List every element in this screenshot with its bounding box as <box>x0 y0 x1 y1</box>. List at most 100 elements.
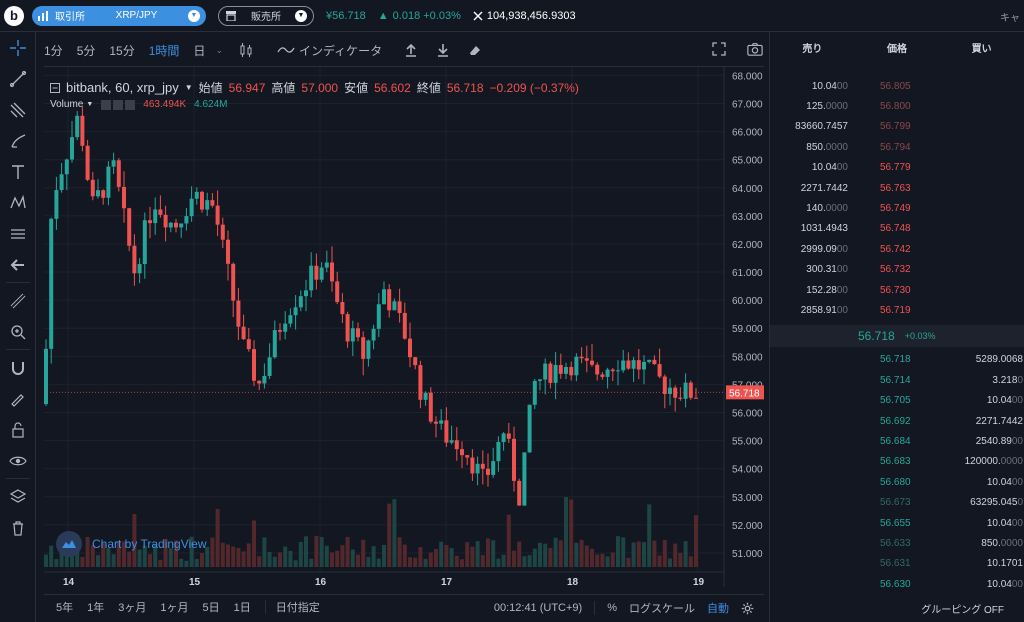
arrow-left-icon <box>10 258 24 271</box>
interval-1m[interactable]: 1分 <box>44 43 63 58</box>
range-1d[interactable]: 1日 <box>233 601 251 614</box>
orderbook-row[interactable]: 56.714 3.2180 <box>770 370 1024 390</box>
orderbook-row[interactable]: 300.3100 56.732 <box>770 260 1024 280</box>
interval-day-dropdown[interactable]: 日 ⌄ <box>193 42 223 59</box>
top-right-text[interactable]: キャ <box>1000 13 1020 24</box>
close-icon[interactable] <box>125 99 136 110</box>
range-1y[interactable]: 1年 <box>87 601 105 614</box>
auto-scale-toggle[interactable]: 自動 <box>707 603 729 615</box>
tradingview-attribution[interactable]: Chart by TradingView <box>56 531 207 557</box>
range-5y[interactable]: 5年 <box>56 601 74 614</box>
candle-up <box>49 218 54 349</box>
log-scale-toggle[interactable]: ログスケール <box>629 603 695 615</box>
unlock-tool[interactable] <box>0 414 36 445</box>
candle-up <box>616 370 620 372</box>
fullscreen-button[interactable] <box>710 40 728 58</box>
layers-tool[interactable] <box>0 481 36 512</box>
pattern-tool[interactable] <box>0 187 36 218</box>
orderbook-row[interactable]: 56.631 10.1701 <box>770 554 1024 574</box>
price-chart[interactable]: 68.000 67.000 66.000 65.000 64.000 63.000 62.0… <box>44 66 764 587</box>
orderbook-row[interactable]: 10.0400 56.805 <box>770 76 1024 96</box>
orderbook-row[interactable]: 56.705 10.0400 <box>770 390 1024 410</box>
eye-icon[interactable] <box>101 99 112 110</box>
interval-1h[interactable]: 1時間 <box>148 43 180 58</box>
lock-drawing-tool[interactable] <box>0 383 36 414</box>
download-button[interactable] <box>434 41 452 59</box>
x-tick-label: 18 <box>567 577 579 587</box>
candlestick-chart[interactable]: 68.000 67.000 66.000 65.000 64.000 63.000 62.0… <box>44 67 764 587</box>
orderbook-row[interactable]: 56.673 63295.0450 <box>770 492 1024 512</box>
exchange-pair-selector[interactable]: 取引所 XRP/JPY ▼ <box>32 5 206 26</box>
delete-tool[interactable] <box>0 512 36 543</box>
candle-down <box>345 314 350 342</box>
snapshot-button[interactable] <box>746 40 764 58</box>
fib-tool[interactable] <box>0 94 36 125</box>
interval-15m[interactable]: 15分 <box>109 43 135 58</box>
percent-toggle[interactable]: % <box>607 602 617 614</box>
orderbook-row[interactable]: 10.0400 56.779 <box>770 158 1024 178</box>
orderbook-row[interactable]: 140.0000 56.749 <box>770 198 1024 218</box>
bid-price: 56.655 <box>880 517 911 529</box>
trendline-tool[interactable] <box>0 63 36 94</box>
orderbook-row[interactable]: 2999.0900 56.742 <box>770 239 1024 259</box>
candle-style-button[interactable] <box>237 41 255 59</box>
back-tool[interactable] <box>0 249 36 280</box>
orderbook-row[interactable]: 56.683 120000.0000 <box>770 452 1024 472</box>
collapse-icon[interactable] <box>50 82 60 93</box>
orderbook-row[interactable]: 2271.7442 56.763 <box>770 178 1024 198</box>
pitchfork-icon <box>10 102 25 117</box>
range-3m[interactable]: 3ヶ月 <box>118 601 147 614</box>
magnet-tool[interactable] <box>0 352 36 383</box>
interval-5m[interactable]: 5分 <box>76 43 96 58</box>
orderbook-row[interactable]: 56.692 2271.7442 <box>770 411 1024 431</box>
range-5d[interactable]: 5日 <box>202 601 220 614</box>
orderbook-row[interactable]: 56.655 10.0400 <box>770 513 1024 533</box>
y-tick-label: 61.000 <box>732 268 763 279</box>
zoom-tool[interactable] <box>0 316 36 347</box>
clock-time[interactable]: 00:12:41 (UTC+9) <box>493 602 583 614</box>
order-book: 売り 価格 買い 10.0400 56.805 125.0000 56.800 8366… <box>769 32 1024 622</box>
orderbook-row[interactable]: 56.630 10.0400 <box>770 574 1024 594</box>
upload-button[interactable] <box>402 41 420 59</box>
candle-up <box>501 433 506 443</box>
crosshair-tool[interactable] <box>0 32 36 63</box>
goto-date-button[interactable]: 日付指定 <box>275 601 320 614</box>
text-tool[interactable] <box>0 156 36 187</box>
candle-down <box>662 376 667 395</box>
orderbook-row[interactable]: 2858.9100 56.719 <box>770 300 1024 320</box>
ask-qty: 2999.0900 <box>800 243 848 255</box>
candle-up <box>70 137 74 160</box>
gear-icon[interactable] <box>741 602 754 615</box>
measure-lines-tool[interactable] <box>0 218 36 249</box>
bitbank-logo[interactable]: b <box>4 5 24 26</box>
orderbook-row[interactable]: 850.0000 56.794 <box>770 137 1024 157</box>
indicators-button[interactable]: インディケータ <box>277 42 382 59</box>
volume-bar <box>137 549 142 567</box>
grouping-toggle[interactable]: グルーピング OFF <box>921 605 1004 616</box>
bid-qty: 10.1701 <box>986 558 1023 570</box>
ruler-tool[interactable] <box>0 285 36 316</box>
orderbook-row[interactable]: 83660.7457 56.799 <box>770 117 1024 137</box>
orderbook-row[interactable]: 125.0000 56.800 <box>770 96 1024 116</box>
orderbook-row[interactable]: 56.680 10.0400 <box>770 472 1024 492</box>
volume-legend: Volume ▼ 463.494K 4.624M <box>50 99 227 110</box>
orderbook-row[interactable]: 1031.4943 56.748 <box>770 219 1024 239</box>
sales-selector[interactable]: 販売所 ▼ <box>218 5 314 26</box>
chevron-down-icon[interactable]: ▼ <box>86 101 94 108</box>
ask-price: 56.763 <box>880 182 911 194</box>
eraser-button[interactable] <box>466 41 484 59</box>
volume-bar <box>142 545 147 567</box>
orderbook-row[interactable]: 56.633 850.0000 <box>770 533 1024 553</box>
volume-bar <box>647 504 652 567</box>
ask-qty: 850.0000 <box>806 141 848 153</box>
orderbook-row[interactable]: 56.718 5289.0068 <box>770 350 1024 370</box>
orderbook-row[interactable]: 152.2800 56.730 <box>770 280 1024 300</box>
range-1m[interactable]: 1ヶ月 <box>160 601 189 614</box>
orderbook-row[interactable]: 56.684 2540.8900 <box>770 431 1024 451</box>
visibility-tool[interactable] <box>0 445 36 476</box>
brush-tool[interactable] <box>0 125 36 156</box>
y-tick-label: 59.000 <box>732 324 763 335</box>
volume-bar <box>366 556 371 567</box>
chevron-down-icon[interactable]: ▼ <box>184 83 193 92</box>
gear-icon[interactable] <box>113 99 124 110</box>
